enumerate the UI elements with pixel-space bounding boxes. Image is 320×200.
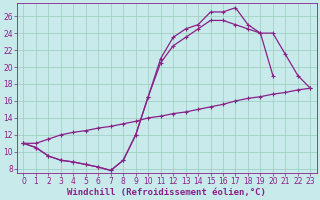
- X-axis label: Windchill (Refroidissement éolien,°C): Windchill (Refroidissement éolien,°C): [68, 188, 266, 197]
